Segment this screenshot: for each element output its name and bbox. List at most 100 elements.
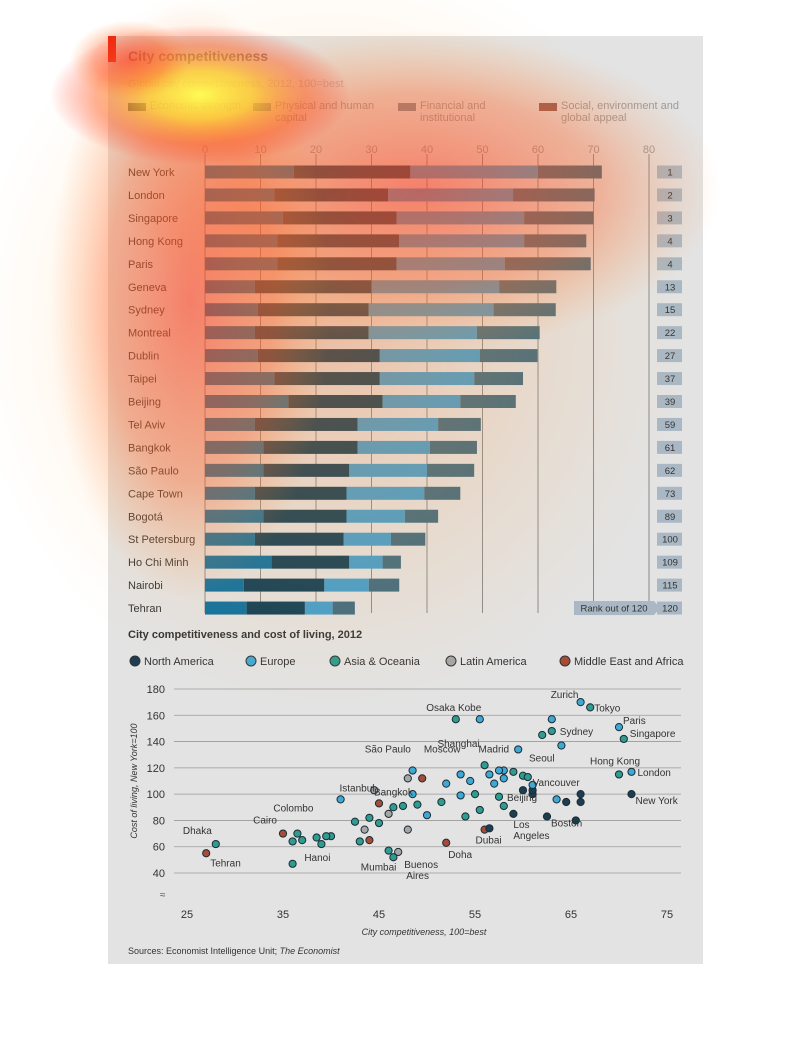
scatter-point [456,770,465,779]
legend-label: Latin America [460,656,528,668]
bar-segment [396,257,505,271]
city-label: St Petersburg [128,534,195,546]
rank-value: 115 [662,581,677,592]
point-label: Shanghai [437,739,479,750]
bar-segment [205,532,255,546]
bar-segment [524,211,594,225]
legend-label: Europe [260,656,295,668]
scatter-point [456,791,465,800]
city-label: London [128,190,165,202]
city-label: Sydney [128,305,165,317]
point-label: Tehran [210,858,241,869]
scatter-point [528,780,537,790]
scatter-point [523,772,532,782]
bar-segment [254,486,347,500]
bar-segment [205,601,247,615]
bar-segment [205,326,255,340]
scatter-point [442,838,451,847]
scatter-point [437,797,446,807]
rank-value: 2 [667,190,672,201]
point-label: Singapore [630,729,676,740]
point-label: Colombo [273,804,313,815]
y-tick-label: 160 [147,710,165,722]
bar-segment [205,211,283,225]
city-label: São Paulo [128,465,179,477]
x-tick-label: 70 [587,144,599,156]
scatter-point [293,829,302,838]
scatter-point [485,824,494,833]
bar-segment [205,463,264,477]
rank-value: 100 [662,535,678,546]
x-tick-label: 75 [661,909,673,921]
bar-segment [538,165,602,179]
x-tick-label: 35 [277,909,289,921]
legend-dot [245,655,257,667]
y-tick-label: 140 [147,737,165,749]
rank-value: 27 [665,351,676,362]
point-label: São Paulo [365,744,412,755]
scatter-point [499,801,508,811]
bar-segment [368,326,477,340]
rank-value: 3 [667,213,672,224]
point-label: Buenos [404,860,438,871]
city-label: Montreal [128,328,171,340]
scatter-point [408,766,417,775]
y-axis-label: Cost of living, New York=100 [129,723,139,838]
point-label: Sydney [560,727,593,738]
scatter-point [312,833,321,842]
rank-value: 59 [665,420,676,431]
scatter-point [509,809,518,818]
bar-segment [277,234,400,248]
scatter-point [278,829,288,838]
bar-segment [388,188,514,202]
bar-segment [205,280,255,294]
scatter-point [571,816,580,825]
city-label: Beijing [128,397,161,409]
scatter-point [470,790,480,799]
scatter-point [514,745,523,754]
rank-value: 73 [665,489,676,500]
bar-segment [277,257,397,271]
city-label: Ho Chi Minh [128,557,189,569]
bar-segment [205,486,255,500]
x-tick-label: 80 [643,144,655,156]
scatter-point [557,741,566,750]
bar-segment [205,234,278,248]
bar-segment [349,555,383,569]
city-label: Geneva [128,282,167,294]
bar-segment [205,257,278,271]
rank-value: 37 [665,374,676,385]
bar-segment [424,486,461,500]
scatter-point [442,779,451,788]
scatter-point [586,703,595,712]
rank-value: 13 [665,282,676,293]
bar-segment [205,395,289,408]
bar-segment [205,188,275,202]
x-tick-label: 20 [310,144,322,156]
point-label: Angeles [513,831,549,842]
point-label: Istanbul [339,783,374,794]
point-label: Moscow [424,744,461,755]
scatter-point [355,837,364,846]
rank-value: 62 [665,466,676,477]
scatter-point [422,811,432,820]
x-tick-label: 60 [532,144,544,156]
scatter-point [389,803,398,812]
scatter-point [552,795,561,804]
bar-segment [254,417,358,431]
point-label: Cairo [253,816,277,827]
scatter-point [336,795,345,804]
bar-segment [205,165,294,179]
scatter-point [461,812,470,821]
scatter-point [499,774,508,783]
bar-segment [346,486,425,500]
bar-segment [357,440,430,454]
point-label: Aires [406,871,429,882]
city-label: New York [128,167,175,179]
scatter-point [494,792,504,801]
rank-value: 1 [667,168,672,179]
bar-segment [346,509,405,523]
scatter-point [547,726,556,736]
point-label: London [637,768,670,779]
bar-segment [304,601,333,615]
